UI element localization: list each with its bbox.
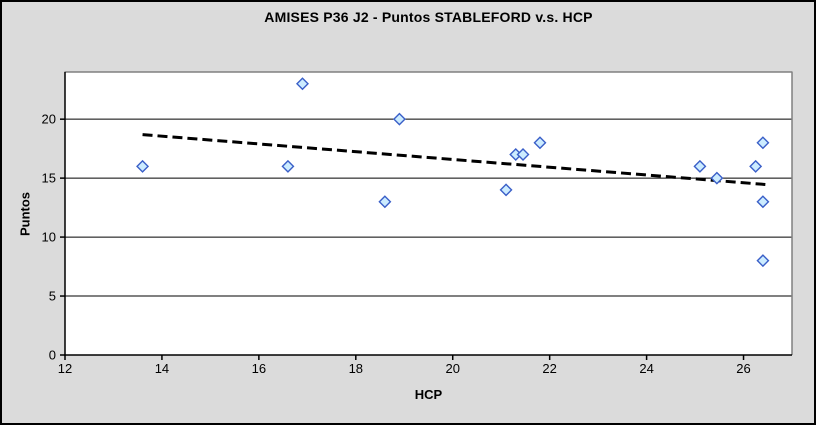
x-tick-label: 26 [736, 361, 750, 376]
data-point-marker [392, 112, 406, 126]
data-point-marker [756, 136, 770, 150]
data-point-marker [749, 159, 763, 173]
data-point-marker [499, 183, 513, 197]
y-tick-label: 5 [49, 289, 56, 304]
x-axis-title: HCP [414, 387, 443, 402]
data-point-marker [295, 77, 309, 91]
x-tick-label: 20 [445, 361, 459, 376]
data-point-marker [756, 195, 770, 209]
data-point-marker [756, 254, 770, 268]
data-point-marker [378, 195, 392, 209]
y-tick-label: 15 [42, 171, 56, 186]
x-tick-label: 18 [349, 361, 363, 376]
data-point-marker [281, 159, 295, 173]
y-tick-label: 0 [49, 348, 56, 363]
plot-background [65, 72, 792, 355]
data-point-marker [516, 148, 530, 162]
data-point-marker [693, 159, 707, 173]
x-tick-label: 22 [542, 361, 556, 376]
y-axis-title: Puntos [17, 191, 33, 237]
x-tick-label: 16 [252, 361, 266, 376]
data-point-marker [710, 171, 724, 185]
x-tick-label: 12 [58, 361, 72, 376]
y-tick-label: 10 [42, 230, 56, 245]
chart-title: AMISES P36 J2 - Puntos STABLEFORD v.s. H… [264, 9, 593, 25]
data-point-marker [136, 159, 150, 173]
y-tick-label: 20 [42, 112, 56, 127]
data-point-marker [533, 136, 547, 150]
x-tick-label: 14 [155, 361, 169, 376]
x-tick-label: 24 [639, 361, 653, 376]
